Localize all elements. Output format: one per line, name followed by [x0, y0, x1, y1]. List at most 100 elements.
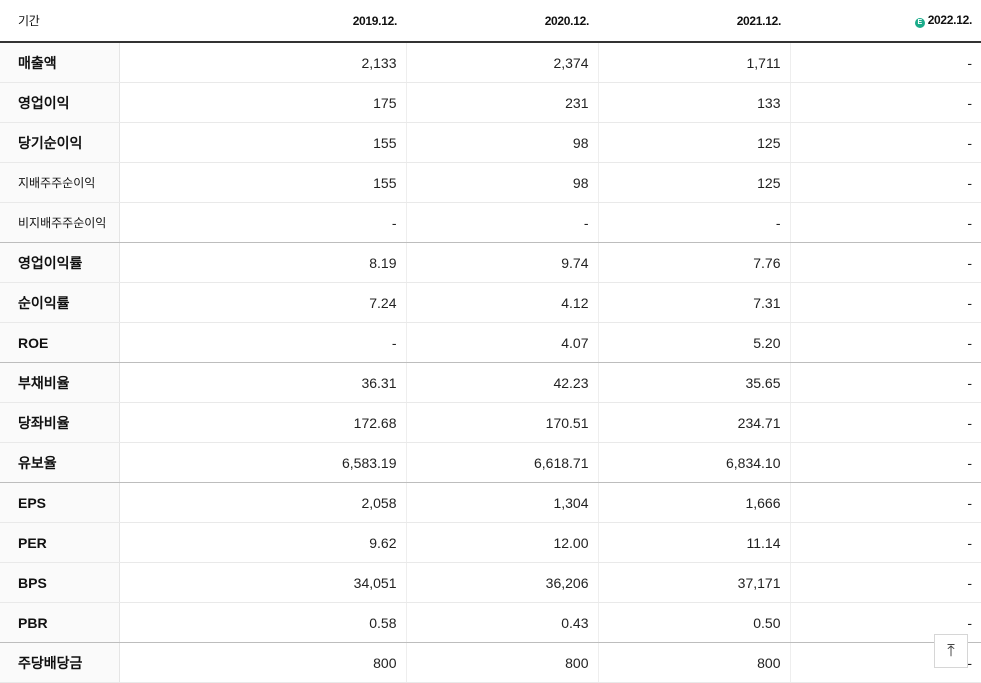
cell-value: 11.14: [598, 522, 791, 563]
cell-value: -: [790, 522, 981, 563]
row-label: 유보율: [0, 442, 120, 483]
row-label: 부채비율: [0, 362, 120, 403]
cell-value: -: [790, 242, 981, 283]
cell-value: 6,618.71: [406, 442, 599, 483]
cell-value: -: [790, 162, 981, 203]
table-row: 매출액 2,133 2,374 1,711-: [0, 42, 981, 83]
cell-value: 1,304: [406, 482, 599, 523]
cell-value: 9.62: [119, 522, 407, 563]
table-row: 영업이익 175 231 133-: [0, 82, 981, 123]
row-label: 순이익률: [0, 282, 120, 323]
cell-value: 34,051: [119, 562, 407, 603]
cell-value: 172.68: [119, 402, 407, 443]
row-label: 영업이익률: [0, 242, 120, 283]
cell-value: -: [790, 82, 981, 123]
table-row: 지배주주순이익 155 98 125-: [0, 162, 981, 203]
cell-value: 125: [598, 162, 791, 203]
table-body: 매출액 2,133 2,374 1,711- 영업이익 175 231 133- 당기순이익 15…: [0, 42, 981, 683]
row-label: 영업이익: [0, 82, 120, 123]
scroll-to-top-button[interactable]: ⤒: [934, 634, 968, 668]
cell-value: 800: [598, 642, 791, 683]
cell-value: 8.19: [119, 242, 407, 283]
table-row: 비지배주주순이익 - - - -: [0, 202, 981, 243]
cell-value: -: [406, 202, 599, 243]
cell-value: -: [598, 202, 791, 243]
cell-value: 234.71: [598, 402, 791, 443]
cell-value: -: [790, 42, 981, 83]
table-header-row: 기간 2019.12. 2020.12. 2021.12. E 2022.12.: [0, 0, 981, 43]
cell-value: -: [119, 202, 407, 243]
row-label: PBR: [0, 602, 120, 643]
table-row: EPS 2,058 1,304 1,666-: [0, 482, 981, 523]
cell-value: 4.07: [406, 322, 599, 363]
period-header-2019: 2019.12.: [119, 0, 406, 43]
period-header-2020: 2020.12.: [406, 0, 598, 43]
cell-value: 0.50: [598, 602, 791, 643]
table-row: 당기순이익 155 98 125-: [0, 122, 981, 163]
table-row: 당좌비율 172.68 170.51 234.71-: [0, 402, 981, 443]
cell-value: 170.51: [406, 402, 599, 443]
cell-value: 0.43: [406, 602, 599, 643]
table-row: ROE -4.07 5.20-: [0, 322, 981, 363]
cell-value: 800: [406, 642, 599, 683]
row-label: 주당배당금: [0, 642, 120, 683]
table-row: 영업이익률 8.19 9.74 7.76-: [0, 242, 981, 283]
cell-value: 42.23: [406, 362, 599, 403]
period-header-2022: E 2022.12.: [790, 0, 981, 43]
cell-value: 800: [119, 642, 407, 683]
row-label: 당기순이익: [0, 122, 120, 163]
cell-value: 155: [119, 162, 407, 203]
table-row: PER 9.62 12.00 11.14-: [0, 522, 981, 563]
row-label: 비지배주주순이익: [0, 202, 120, 243]
period-header-2022-label: 2022.12.: [927, 13, 973, 27]
row-label: 당좌비율: [0, 402, 120, 443]
cell-value: 1,666: [598, 482, 791, 523]
estimate-badge-icon: E: [914, 18, 925, 28]
row-label: ROE: [0, 322, 120, 363]
table-row: 주당배당금 800 800 800-: [0, 642, 981, 683]
cell-value: 36,206: [406, 562, 599, 603]
cell-value: 231: [406, 82, 599, 123]
cell-value: 7.31: [598, 282, 791, 323]
cell-value: 37,171: [598, 562, 791, 603]
table-row: 유보율 6,583.19 6,618.71 6,834.10-: [0, 442, 981, 483]
table-row: 부채비율 36.31 42.23 35.65-: [0, 362, 981, 403]
row-label: BPS: [0, 562, 120, 603]
cell-value: -: [790, 202, 981, 243]
cell-value: 1,711: [598, 42, 791, 83]
cell-value: -: [790, 282, 981, 323]
cell-value: -: [790, 442, 981, 483]
cell-value: 2,374: [406, 42, 599, 83]
cell-value: 12.00: [406, 522, 599, 563]
cell-value: 133: [598, 82, 791, 123]
cell-value: -: [790, 322, 981, 363]
cell-value: 6,834.10: [598, 442, 791, 483]
cell-value: 125: [598, 122, 791, 163]
cell-value: 98: [406, 122, 599, 163]
cell-value: -: [790, 122, 981, 163]
cell-value: 5.20: [598, 322, 791, 363]
cell-value: 7.24: [119, 282, 407, 323]
cell-value: 35.65: [598, 362, 791, 403]
cell-value: 98: [406, 162, 599, 203]
row-label: 매출액: [0, 42, 120, 83]
cell-value: 2,133: [119, 42, 407, 83]
cell-value: 2,058: [119, 482, 407, 523]
cell-value: 155: [119, 122, 407, 163]
table-row: PBR 0.58 0.43 0.50-: [0, 602, 981, 643]
cell-value: -: [790, 562, 981, 603]
cell-value: 9.74: [406, 242, 599, 283]
row-label: 지배주주순이익: [0, 162, 120, 203]
row-label: EPS: [0, 482, 120, 523]
cell-value: -: [790, 362, 981, 403]
cell-value: 175: [119, 82, 407, 123]
period-header-label: 기간: [0, 0, 119, 43]
row-label: PER: [0, 522, 120, 563]
table-row: BPS 34,051 36,206 37,171-: [0, 562, 981, 603]
cell-value: 36.31: [119, 362, 407, 403]
cell-value: -: [119, 322, 407, 363]
table-row: 순이익률 7.24 4.12 7.31-: [0, 282, 981, 323]
cell-value: 0.58: [119, 602, 407, 643]
cell-value: -: [790, 402, 981, 443]
